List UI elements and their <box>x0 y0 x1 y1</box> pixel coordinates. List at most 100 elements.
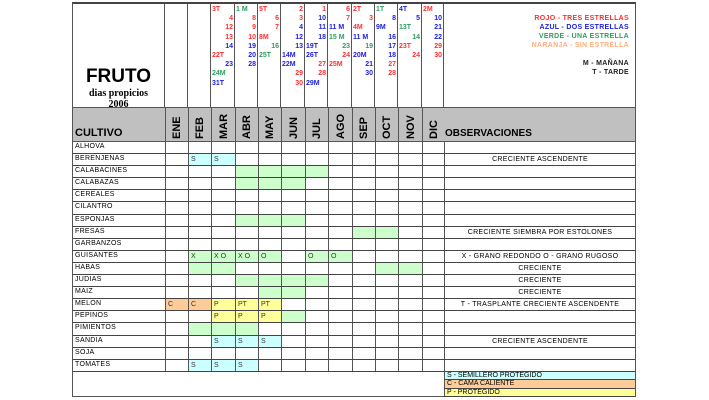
calendar-col-jun: 2 3 4 12 13 14M 22M 29 30 <box>281 4 305 107</box>
month-cell-abr <box>235 154 258 166</box>
observation-cell <box>444 214 635 226</box>
month-cell-may <box>258 323 281 335</box>
month-cell-abr <box>235 214 258 226</box>
crop-name: SANDIA <box>75 336 103 344</box>
month-cell-jun <box>281 154 305 166</box>
month-cell-nov <box>398 154 422 166</box>
month-cell-sep <box>352 166 375 178</box>
month-cell-oct <box>375 142 398 154</box>
calendar-day: 8 <box>252 15 256 23</box>
calendar-day: 16 <box>271 42 279 50</box>
month-cell-dic <box>422 226 444 238</box>
month-cell-may: O <box>258 250 281 262</box>
calendar-col-ene <box>165 4 188 107</box>
calendar-day: 22T <box>212 52 225 59</box>
month-cell-nov <box>398 142 422 154</box>
column-header-row: CULTIVO ENE FEB MAR ABR MAY JUN JUL AGO SEP OCT NO… <box>73 107 635 142</box>
month-cell-dic <box>422 238 444 250</box>
observation-cell <box>444 190 635 202</box>
month-cell-jun <box>281 238 305 250</box>
month-cell-ene <box>165 190 188 202</box>
table-row: GARBANZOS <box>73 238 635 251</box>
footer-blank <box>73 372 444 397</box>
month-cell-ene <box>165 359 188 371</box>
calendar-day: 25T <box>259 52 272 59</box>
month-label: DIC <box>427 120 440 139</box>
calendar-day: 25M <box>329 61 343 69</box>
month-cell-nov <box>398 335 422 347</box>
month-cell-mar <box>211 323 235 335</box>
month-cell-feb <box>188 347 211 359</box>
month-cell-oct <box>375 323 398 335</box>
month-cell-nov <box>398 178 422 190</box>
calendar-day: 7 <box>275 24 279 32</box>
month-cell-ene <box>165 178 188 190</box>
month-cell-oct <box>375 335 398 347</box>
month-cell-ago <box>328 335 352 347</box>
month-cell-jul <box>305 335 328 347</box>
month-cell-nov <box>398 250 422 262</box>
observation-cell: CRECIENTE SIEMBRA POR ESTOLONES <box>444 226 635 238</box>
calendar-day: 19 <box>248 42 256 50</box>
month-cell-ene <box>165 335 188 347</box>
month-cell-jun <box>281 142 305 154</box>
month-cell-jun <box>281 178 305 190</box>
month-cell-oct <box>375 238 398 250</box>
calendar-day: 9 <box>252 24 256 32</box>
month-cell-jul <box>305 226 328 238</box>
calendar-day: 30 <box>434 52 442 59</box>
legend-naranja: NARANJA - SIN ESTRELLA <box>531 42 629 49</box>
month-cell-abr <box>235 238 258 250</box>
month-label: JUN <box>287 116 300 139</box>
crop-name: ESPONJAS <box>75 215 115 223</box>
crop-name: MELON <box>75 300 102 308</box>
month-cell-jul <box>305 154 328 166</box>
calendar-col-jul: 1 10 11 18 19T 26T 27 28 29M <box>305 4 328 107</box>
month-cell-jul <box>305 142 328 154</box>
month-cell-abr <box>235 166 258 178</box>
calendar-day: 23T <box>399 42 412 50</box>
month-header-abr: ABR <box>235 108 258 141</box>
month-cell-ene: C <box>165 299 188 311</box>
month-cell-may <box>258 142 281 154</box>
month-cell-sep <box>352 262 375 275</box>
calendar-day: 30 <box>365 70 373 78</box>
month-cell-sep <box>352 275 375 287</box>
month-cell-oct <box>375 359 398 371</box>
month-cell-dic <box>422 178 444 190</box>
month-cell-jun <box>281 166 305 178</box>
calendar-col-feb <box>188 4 211 107</box>
calendar-day: 2T <box>353 6 362 13</box>
month-cell-jul <box>305 311 328 323</box>
month-cell-jun <box>281 190 305 202</box>
month-header-feb: FEB <box>188 108 211 141</box>
month-cell-feb <box>188 166 211 178</box>
month-cell-mar <box>211 347 235 359</box>
month-cell-mar: P <box>211 299 235 311</box>
month-cell-dic <box>422 166 444 178</box>
month-cell-dic <box>422 250 444 262</box>
calendar-day: 14 <box>225 42 233 50</box>
calendar-day: 22M <box>282 61 296 69</box>
month-cell-ago <box>328 202 352 214</box>
month-cell-jun <box>281 323 305 335</box>
table-row: SOJA <box>73 347 635 360</box>
calendar-day: 29M <box>306 79 320 87</box>
month-cell-mar <box>211 166 235 178</box>
month-cell-abr: PT <box>235 299 258 311</box>
month-cell-ago <box>328 323 352 335</box>
month-cell-ago <box>328 154 352 166</box>
month-cell-dic <box>422 287 444 299</box>
month-cell-feb <box>188 287 211 299</box>
month-cell-jul <box>305 238 328 250</box>
calendar-col-oct: 1T 8 9M 16 17 18 27 28 <box>375 4 398 107</box>
calendar-day: 24 <box>412 52 420 59</box>
calendar-day: 27 <box>318 61 326 69</box>
observation-cell <box>444 311 635 323</box>
month-cell-may <box>258 226 281 238</box>
month-cell-feb: C <box>188 299 211 311</box>
month-cell-dic <box>422 359 444 371</box>
month-cell-may: PT <box>258 299 281 311</box>
month-cell-ene <box>165 142 188 154</box>
month-cell-sep <box>352 226 375 238</box>
